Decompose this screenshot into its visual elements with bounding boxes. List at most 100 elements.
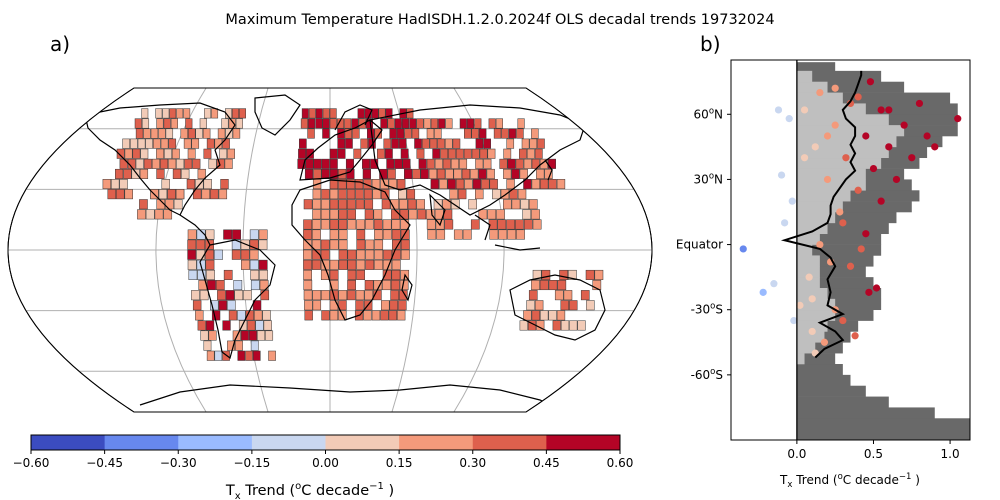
map-grid-cell [346,189,356,200]
map-grid-cell [364,290,374,301]
observed-fraction-bar [796,320,828,332]
map-grid-cell [374,259,383,270]
map-grid-cell [250,269,260,280]
land-fraction-bar [796,396,889,408]
map-grid-cell [434,128,442,139]
map-grid-cell [347,280,356,291]
map-grid-cell [401,118,410,129]
map-grid-cell [360,138,369,149]
map-grid-cell [586,300,595,311]
map-grid-cell [517,189,527,200]
zonal-point [842,154,850,162]
map-grid-cell [507,229,517,240]
map-grid-cell [495,118,503,129]
map-grid-cell [218,189,228,200]
map-grid-cell [312,199,322,210]
colorbar-bin [472,435,547,450]
map-grid-cell [517,118,525,129]
map-grid-cell [320,209,330,220]
map-grid-cell [377,148,385,159]
map-grid-cell [168,138,177,149]
map-grid-cell [116,189,125,200]
colorbar-bin [399,435,474,450]
map-grid-cell [329,168,338,179]
map-grid-cell [338,199,348,210]
map-grid-cell [227,148,235,159]
zonal-point [820,338,829,346]
map-grid-cell [200,330,209,341]
map-grid-cell [258,259,268,270]
map-grid-cell [406,189,416,200]
map-grid-cell [308,108,316,119]
map-grid-cell [214,350,223,361]
map-grid-cell [165,128,174,139]
map-grid-cell [365,239,375,250]
map-grid-cell [214,249,223,260]
map-grid-cell [370,158,379,169]
zonal-point [851,332,859,340]
map-grid-cell [303,259,312,270]
map-grid-cell [127,158,136,169]
map-panel [7,87,653,413]
map-grid-cell [297,158,306,169]
map-grid-cell [531,179,540,190]
map-grid-cell [356,229,366,240]
map-grid-cell [400,148,409,159]
map-grid-cell [481,179,490,190]
map-grid-cell [191,138,200,149]
map-grid-cell [143,128,151,139]
figure-title: Maximum Temperature HadISDH.1.2.0.2024f … [225,12,774,28]
map-grid-cell [199,118,207,129]
land-fraction-bar [796,418,970,440]
map-grid-cell [382,269,392,280]
map-grid-cell [167,189,176,200]
land-fraction-bar [796,201,912,213]
colorbar-label: Tx Trend (oC decade−1 ) [225,481,394,500]
map-grid-cell [594,269,604,280]
map-grid-cell [233,280,243,291]
map-grid-cell [529,138,538,149]
zonal-point [915,99,924,108]
map-grid-cell [478,209,488,220]
map-grid-cell [407,199,417,210]
zonal-point [866,78,875,86]
map-grid-cell [141,108,149,119]
map-grid-cell [426,209,435,220]
observed-fraction-bar [796,125,905,137]
map-grid-cell [320,249,330,260]
map-grid-cell [493,128,502,139]
map-grid-cell [347,290,356,301]
map-grid-cell [122,138,130,149]
map-grid-cell [163,118,171,129]
map-grid-cell [206,138,215,149]
map-grid-cell [364,199,374,210]
map-grid-cell [382,280,391,291]
zonal-point [862,132,870,140]
map-grid-cell [439,179,448,190]
map-grid-cell [192,158,201,169]
map-grid-cell [111,179,120,190]
zonal-point [872,284,881,292]
colorbar-bin [31,435,106,450]
map-grid-cell [329,158,338,169]
zonal-point [846,262,855,270]
map-grid-cell [489,229,499,240]
map-grid-cell [503,148,512,159]
map-grid-cell [531,310,540,321]
map-grid-cell [483,158,492,169]
map-grid-cell [338,300,347,311]
map-grid-cell [355,300,364,311]
map-grid-cell [221,118,229,129]
map-grid-cell [259,269,268,280]
map-grid-cell [388,310,397,321]
zonal-point [931,143,939,151]
map-grid-cell [471,128,479,139]
map-grid-cell [202,128,211,139]
map-grid-cell [116,148,125,159]
map-grid-cell [145,209,155,220]
map-grid-cell [131,168,140,179]
map-grid-cell [577,320,586,331]
map-grid-cell [161,179,170,190]
observed-fraction-bar [796,92,843,104]
map-grid-cell [471,148,480,159]
